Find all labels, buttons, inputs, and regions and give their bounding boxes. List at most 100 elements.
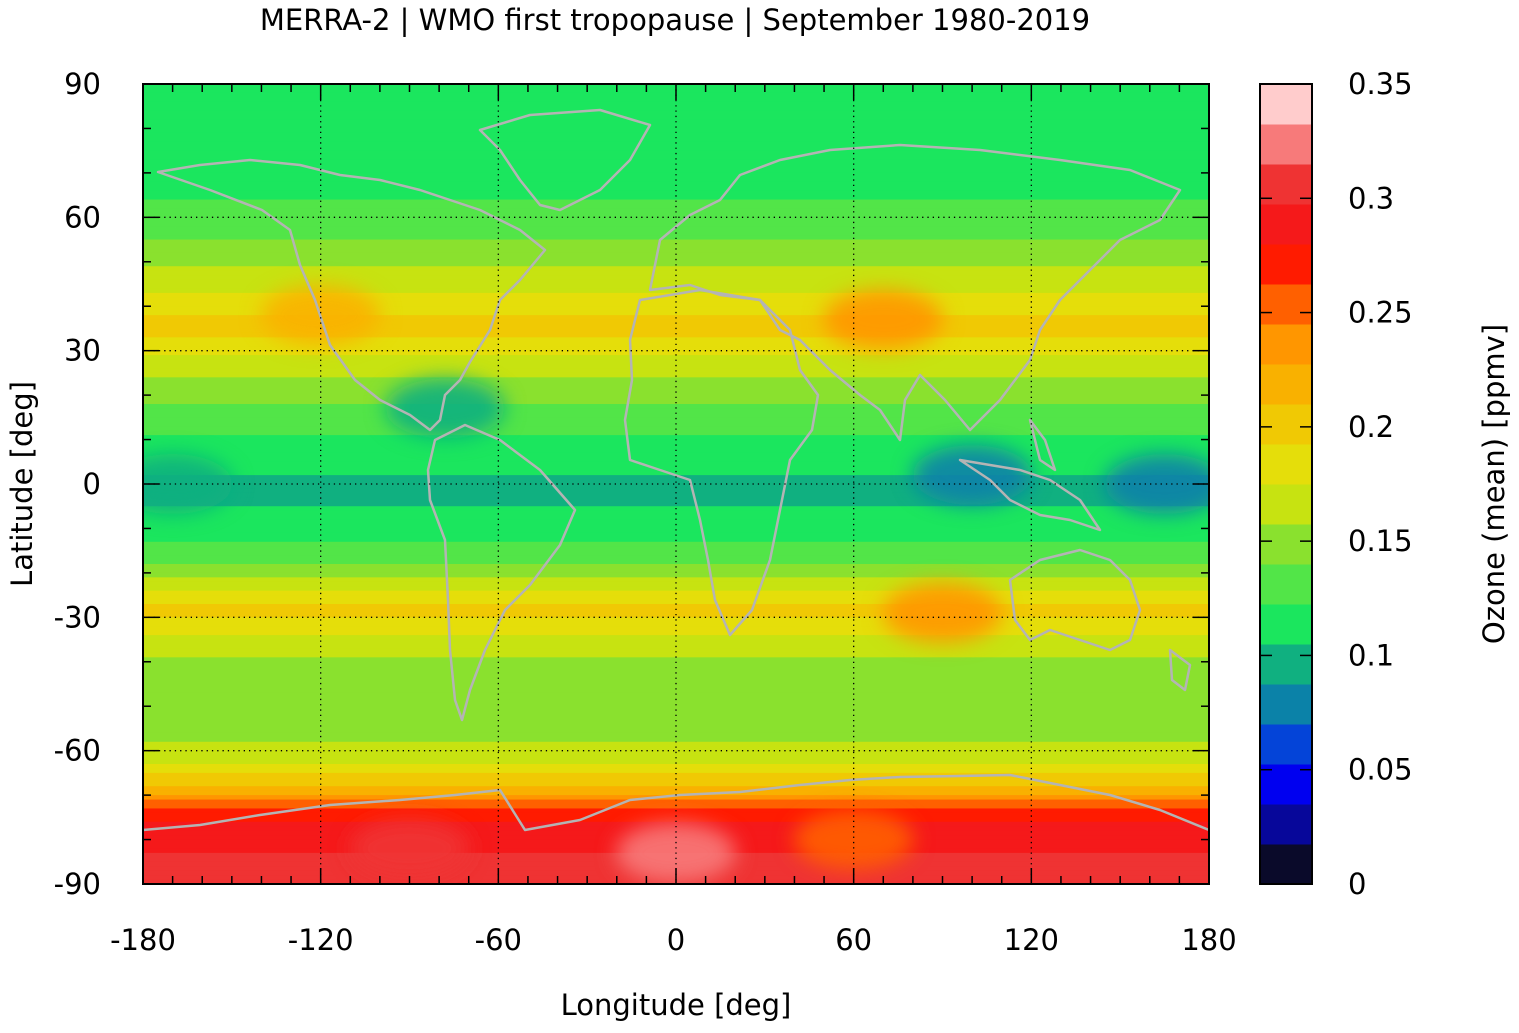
zonal-band <box>143 137 1209 143</box>
y-tick-label: -90 <box>54 867 101 901</box>
zonal-band <box>143 337 1209 343</box>
colorbar-segment <box>1260 324 1312 365</box>
zonal-band <box>143 208 1209 214</box>
x-tick-labels: -180 -120 -60 0 60 120 180 <box>110 923 1237 957</box>
zonal-band <box>143 115 1209 121</box>
zonal-band <box>143 226 1209 232</box>
minor-ticks <box>142 83 1210 885</box>
zonal-band <box>143 684 1209 690</box>
zonal-band <box>143 741 1209 747</box>
zonal-band <box>143 715 1209 721</box>
colorbar-segment <box>1260 124 1312 165</box>
anomaly-region <box>912 445 1033 506</box>
zonal-band <box>143 635 1209 641</box>
zonal-band <box>143 768 1209 774</box>
zonal-band <box>143 435 1209 441</box>
zonal-band <box>143 439 1209 445</box>
zonal-band <box>143 595 1209 601</box>
colorbar-segment <box>1260 684 1312 725</box>
coastline-antarctica <box>143 773 1209 832</box>
zonal-band <box>143 417 1209 423</box>
zonal-band <box>143 550 1209 556</box>
zonal-band <box>143 626 1209 632</box>
zonal-band <box>143 319 1209 325</box>
colorbar-frame <box>1259 83 1313 885</box>
zonal-band <box>143 168 1209 174</box>
zonal-band <box>143 648 1209 654</box>
colorbar-segment <box>1260 724 1312 765</box>
colorbar-tick-label: 0.35 <box>1348 67 1413 101</box>
zonal-band <box>143 346 1209 352</box>
zonal-band <box>143 501 1209 507</box>
colorbar-tick-label: 0.15 <box>1348 524 1413 558</box>
coastline-north-america <box>156 158 547 432</box>
zonal-band <box>143 164 1209 170</box>
zonal-band <box>143 568 1209 574</box>
zonal-band <box>143 328 1209 334</box>
zonal-band <box>143 359 1209 365</box>
zonal-band <box>143 732 1209 738</box>
zonal-band <box>143 110 1209 116</box>
zonal-band <box>143 248 1209 254</box>
zonal-band <box>143 475 1209 481</box>
zonal-band <box>143 190 1209 196</box>
plot-area <box>143 84 1209 884</box>
coastline-south-america <box>426 423 577 722</box>
zonal-band <box>143 350 1209 356</box>
colorbar-segment <box>1260 564 1312 605</box>
colorbar-tick-label: 0.2 <box>1348 410 1394 444</box>
zonal-band <box>143 515 1209 521</box>
zonal-band <box>143 572 1209 578</box>
zonal-band <box>143 106 1209 112</box>
colorbar-segment <box>1260 524 1312 565</box>
zonal-band <box>143 524 1209 530</box>
zonal-band <box>143 470 1209 476</box>
zonal-band <box>143 555 1209 561</box>
zonal-band <box>143 546 1209 552</box>
y-tick-labels: 90 60 30 0 -30 -60 -90 <box>54 67 101 901</box>
zonal-band <box>143 746 1209 752</box>
zonal-band <box>143 364 1209 370</box>
zonal-band <box>143 599 1209 605</box>
zonal-band <box>143 786 1209 792</box>
colorbar-tick-label: 0 <box>1348 867 1366 901</box>
zonal-band <box>143 408 1209 414</box>
zonal-band <box>143 484 1209 490</box>
zonal-band <box>143 355 1209 361</box>
zonal-band <box>143 581 1209 587</box>
colorbar-label: Ozone (mean) [ppmv] <box>1477 324 1511 644</box>
zonal-band <box>143 630 1209 636</box>
coastline-greenland <box>478 108 652 212</box>
zonal-band <box>143 772 1209 778</box>
zonal-band <box>143 444 1209 450</box>
zonal-band <box>143 759 1209 765</box>
zonal-band <box>143 737 1209 743</box>
zonal-band <box>143 608 1209 614</box>
colorbar-segment <box>1260 284 1312 325</box>
zonal-band <box>143 404 1209 410</box>
coastline-australia <box>1008 548 1142 652</box>
zonal-band <box>143 657 1209 663</box>
zonal-band <box>143 510 1209 516</box>
zonal-band <box>143 266 1209 272</box>
zonal-band <box>143 764 1209 770</box>
zonal-band <box>143 221 1209 227</box>
zonal-band <box>143 777 1209 783</box>
zonal-band <box>143 750 1209 756</box>
coastline-maritime-asia <box>958 418 1102 532</box>
colorbar-segment <box>1260 844 1312 885</box>
zonal-band <box>143 541 1209 547</box>
x-tick-label: -60 <box>475 923 522 957</box>
anomaly-region <box>882 582 1003 643</box>
zonal-band <box>143 430 1209 436</box>
colorbar-segment <box>1260 244 1312 285</box>
x-tick-label: 120 <box>1004 923 1059 957</box>
colorbar-segment <box>1260 444 1312 485</box>
zonal-band <box>143 799 1209 805</box>
y-tick-label: 30 <box>64 334 101 368</box>
zonal-band <box>143 804 1209 810</box>
zonal-band <box>143 132 1209 138</box>
zonal-band <box>143 488 1209 494</box>
y-tick-label: 0 <box>83 467 101 501</box>
